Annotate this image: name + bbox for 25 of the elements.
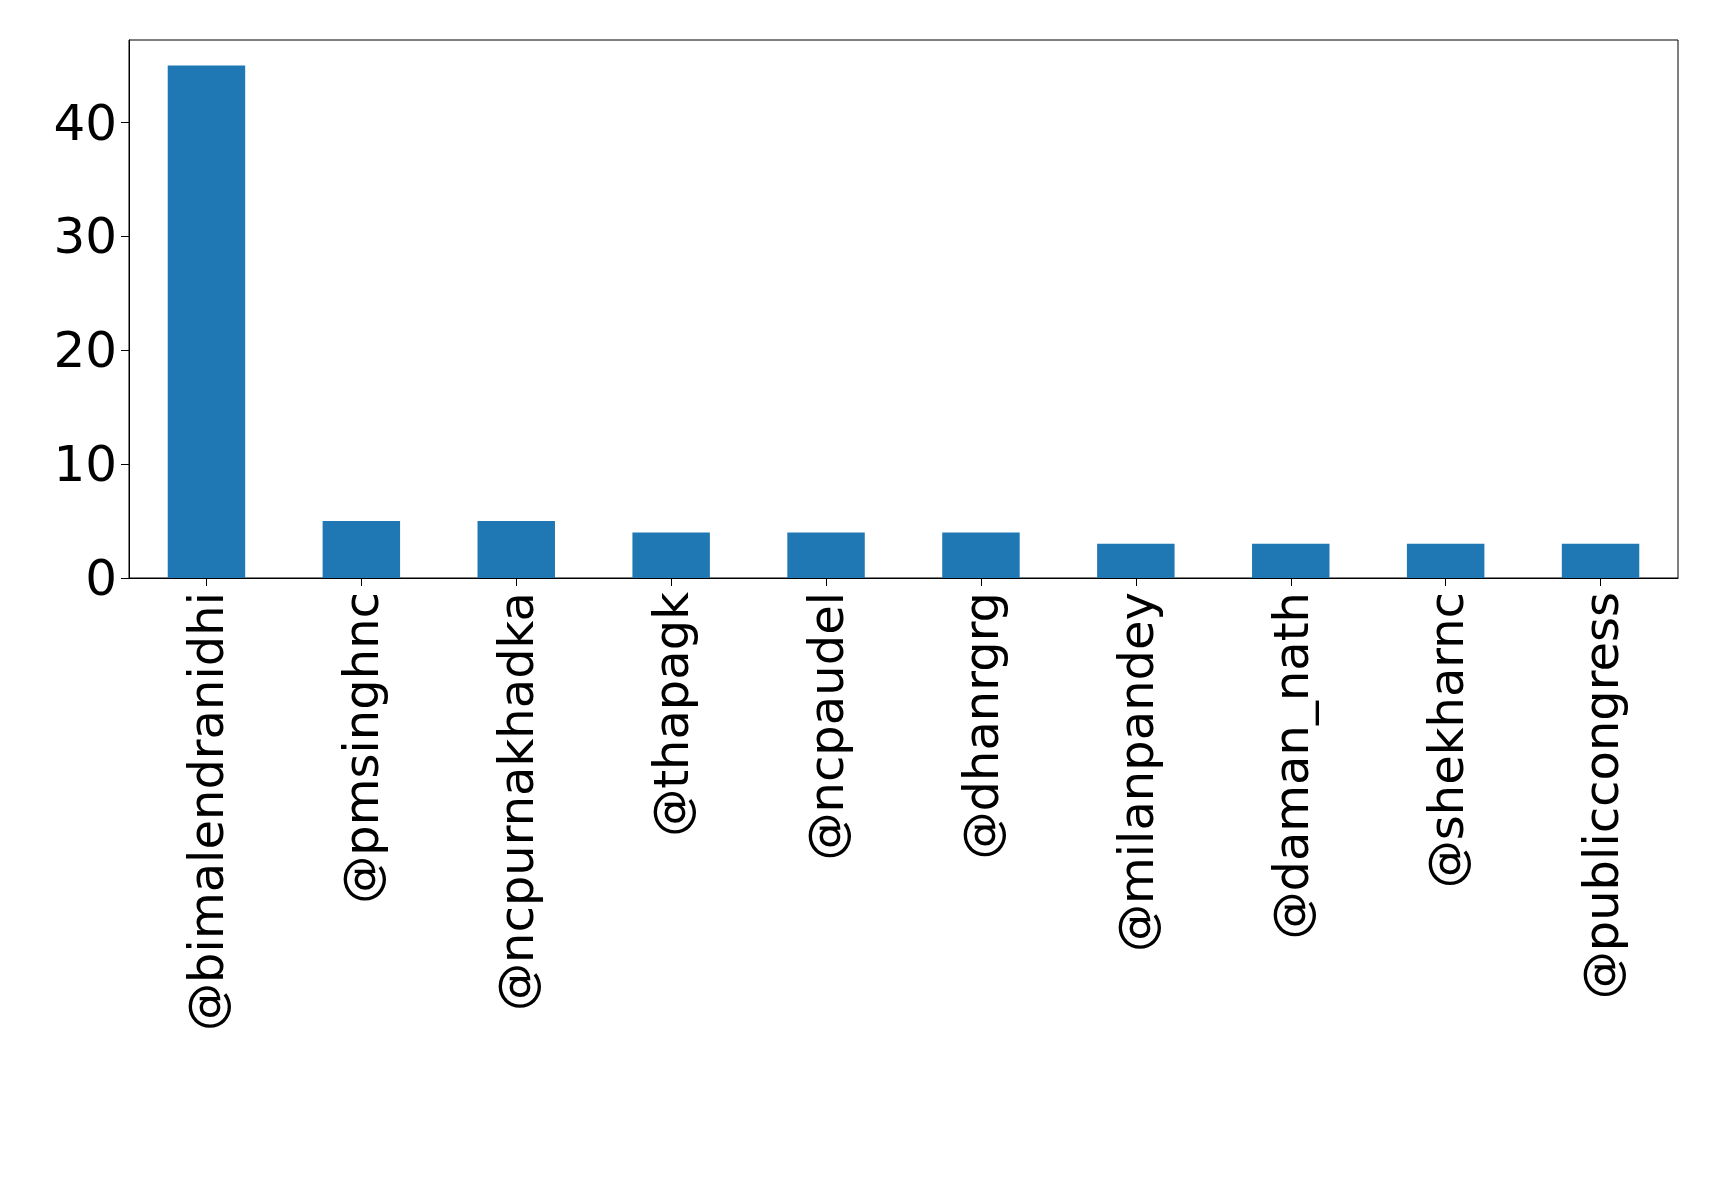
bar: [787, 532, 865, 578]
bar: [477, 521, 555, 578]
bar: [632, 532, 710, 578]
x-tick-label: @thapagk: [643, 591, 700, 837]
x-tick-label: @milanpandey: [1107, 592, 1164, 952]
x-tick-label: @publiccongress: [1572, 592, 1629, 1000]
bar: [1406, 543, 1485, 578]
y-tick-label: 30: [53, 207, 117, 266]
bar: [322, 521, 401, 578]
bar: [942, 532, 1020, 578]
y-tick-label: 40: [53, 93, 117, 152]
bar: [167, 65, 246, 578]
y-tick-label: 0: [85, 549, 117, 607]
bar: [1561, 543, 1640, 578]
x-tick-label: @shekharnc: [1417, 592, 1474, 889]
x-tick-label: @pmsinghnc: [333, 592, 390, 904]
bar: [1097, 543, 1175, 578]
x-tick-label: @ncpaudel: [798, 592, 855, 861]
bar: [1252, 543, 1330, 578]
y-tick-label: 10: [53, 435, 117, 494]
y-tick-label: 20: [53, 321, 117, 380]
x-tick-label: @dhanrgrg: [952, 592, 1009, 860]
x-tick-label: @daman_nath: [1262, 592, 1319, 940]
x-tick-label: @ncpurnakhadka: [488, 592, 545, 1011]
x-tick-label: @bimalendranidhi: [178, 592, 235, 1031]
